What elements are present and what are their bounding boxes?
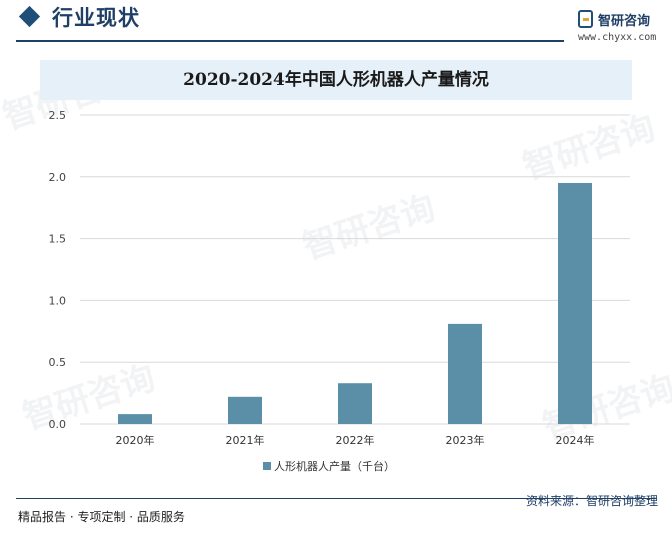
x-tick-label: 2021年 bbox=[226, 433, 265, 447]
chart-title: 2020-2024年中国人形机器人产量情况 bbox=[183, 70, 489, 90]
bar bbox=[118, 414, 152, 424]
header: 行业现状 智研咨询 www.chyxx.com bbox=[0, 0, 672, 56]
y-tick-label: 1.5 bbox=[49, 233, 67, 246]
y-tick-label: 2.5 bbox=[49, 109, 67, 122]
bar bbox=[448, 323, 482, 424]
bar bbox=[558, 182, 592, 424]
legend-swatch bbox=[263, 462, 271, 470]
chart-title-band: 2020-2024年中国人形机器人产量情况 bbox=[40, 60, 632, 100]
logo-icon bbox=[578, 10, 593, 28]
header-divider bbox=[16, 40, 564, 42]
source-note: 资料来源：智研咨询整理 bbox=[525, 494, 658, 508]
x-tick-label: 2020年 bbox=[116, 433, 155, 447]
section-title: 行业现状 bbox=[52, 6, 140, 30]
x-tick-labels: 2020年 2021年 2022年 2023年 2024年 bbox=[116, 433, 595, 447]
logo: 智研咨询 www.chyxx.com bbox=[578, 10, 668, 50]
bars bbox=[118, 182, 592, 424]
grid-lines bbox=[80, 114, 630, 425]
y-tick-label: 1.0 bbox=[49, 294, 67, 307]
bar bbox=[338, 383, 372, 424]
legend: 人形机器人产量（千台） bbox=[263, 459, 395, 473]
bar bbox=[228, 396, 262, 424]
x-tick-label: 2022年 bbox=[336, 433, 375, 447]
x-tick-label: 2024年 bbox=[556, 433, 595, 447]
logo-name: 智研咨询 bbox=[598, 14, 651, 29]
y-tick-label: 0.5 bbox=[49, 356, 67, 369]
logo-url: www.chyxx.com bbox=[578, 32, 657, 43]
y-tick-label: 2.0 bbox=[49, 171, 67, 184]
footer-services: 精品报告 · 专项定制 · 品质服务 bbox=[18, 510, 185, 524]
x-tick-label: 2023年 bbox=[446, 433, 485, 447]
footer-divider bbox=[16, 498, 656, 499]
y-tick-labels: 0.0 0.5 1.0 1.5 2.0 2.5 bbox=[49, 109, 67, 431]
y-tick-label: 0.0 bbox=[49, 418, 67, 431]
legend-label: 人形机器人产量（千台） bbox=[274, 459, 395, 473]
